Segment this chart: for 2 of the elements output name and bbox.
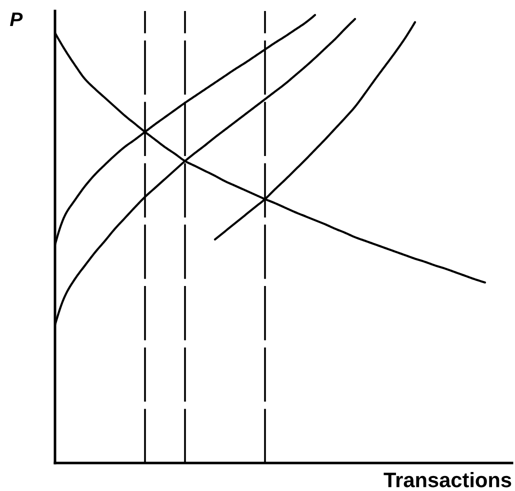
y-axis-title: P bbox=[10, 12, 23, 26]
x-axis-title: Transactions bbox=[384, 472, 512, 488]
